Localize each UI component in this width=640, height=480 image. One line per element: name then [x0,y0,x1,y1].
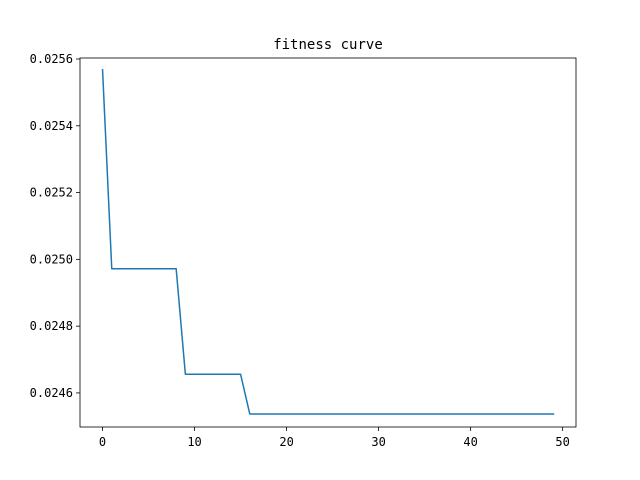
chart-title: fitness curve [273,37,383,53]
y-tick-label: 0.0250 [30,252,73,266]
axes-frame [79,57,577,428]
y-tick-label: 0.0246 [30,386,73,400]
y-tick-label: 0.0252 [30,186,73,200]
plot-area [79,57,577,428]
y-tick-label: 0.0256 [30,52,73,66]
x-tick-label: 50 [555,435,569,449]
series-line-0 [101,68,555,415]
x-tick-label: 30 [371,435,385,449]
x-tick-label: 0 [99,435,106,449]
x-tick-label: 10 [187,435,201,449]
x-tick-label: 40 [463,435,477,449]
y-tick-label: 0.0254 [30,119,73,133]
axes-ticks: 0 10 20 30 40 50 0.0246 0.0248 0.0250 0.0252 0.025… [30,52,570,449]
x-tick-label: 20 [279,435,293,449]
y-tick-label: 0.0248 [30,319,73,333]
